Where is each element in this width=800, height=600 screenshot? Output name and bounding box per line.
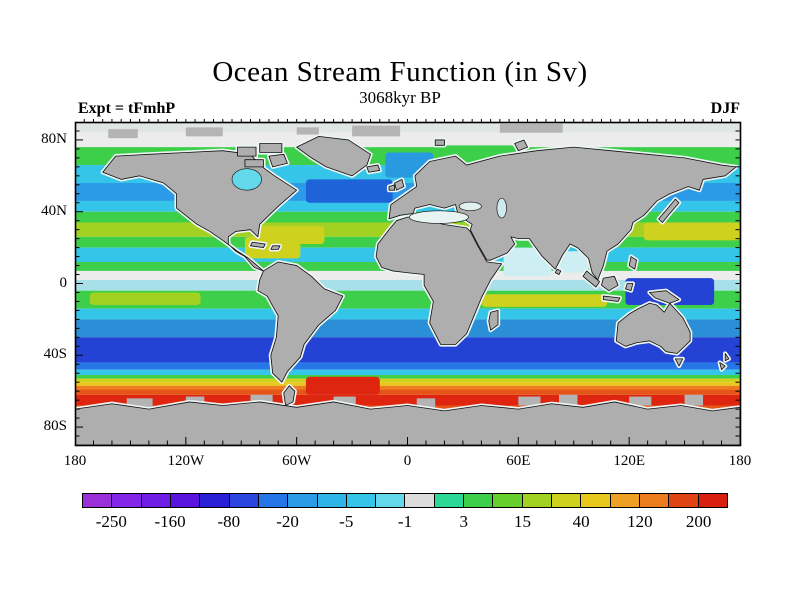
y-axis-tick-label: 80N bbox=[41, 130, 67, 147]
colorbar-label: 15 bbox=[513, 512, 531, 531]
x-axis-tick-label: 120E bbox=[613, 453, 645, 469]
south-indian-countercurrent bbox=[481, 294, 607, 307]
south-pacific-countercurrent bbox=[89, 292, 201, 306]
season-label: DJF bbox=[710, 100, 740, 117]
colorbar-label: 200 bbox=[685, 512, 712, 531]
caspian-sea bbox=[496, 197, 507, 219]
colorbar-cell bbox=[375, 494, 405, 507]
world-map bbox=[75, 122, 740, 445]
colorbar-cell bbox=[521, 494, 551, 507]
colorbar-cell bbox=[83, 494, 112, 507]
colorbar-cell bbox=[697, 494, 727, 507]
colorbar-cell bbox=[257, 494, 288, 507]
ocean-band bbox=[75, 389, 740, 395]
hudson-bay bbox=[231, 168, 262, 191]
x-axis-tick-label: 180 bbox=[728, 453, 752, 469]
x-axis-tick-label: 60E bbox=[506, 453, 531, 469]
x-axis-tick-label: 60W bbox=[282, 453, 312, 469]
colorbar-cell bbox=[345, 494, 376, 507]
y-axis-tick-label: 0 bbox=[59, 274, 68, 291]
colorbar-cell bbox=[433, 494, 464, 507]
ocean-band bbox=[75, 378, 740, 383]
colorbar-cell bbox=[199, 494, 229, 507]
x-axis-tick-label: 120W bbox=[167, 453, 205, 469]
colorbar-cell bbox=[140, 494, 170, 507]
ocean-band bbox=[75, 122, 740, 133]
colorbar-label: 3 bbox=[459, 512, 468, 531]
ocean-band bbox=[75, 362, 740, 370]
ocean-band bbox=[75, 132, 740, 148]
colorbar-label: -5 bbox=[339, 512, 354, 531]
north-atlantic-subpolar-gyre bbox=[305, 179, 393, 203]
colorbar-cell bbox=[316, 494, 346, 507]
colorbar-cell bbox=[111, 494, 141, 507]
colorbar-cell bbox=[463, 494, 493, 507]
colorbar-cell bbox=[580, 494, 610, 507]
experiment-label: Expt = tFmhP bbox=[78, 100, 176, 117]
colorbar-cell bbox=[404, 494, 434, 507]
colorbar-cell bbox=[551, 494, 581, 507]
colorbar-label: -80 bbox=[217, 512, 241, 531]
y-axis-tick-label: 80S bbox=[43, 418, 67, 435]
page-subtitle: 3068kyr BP bbox=[359, 88, 441, 107]
x-axis-tick-label: 0 bbox=[403, 453, 412, 469]
ocean-band bbox=[75, 382, 740, 386]
colorbar-cell bbox=[668, 494, 698, 507]
x-axis-tick-label: 180 bbox=[63, 453, 87, 469]
colorbar-cell bbox=[169, 494, 200, 507]
black-sea bbox=[458, 201, 482, 211]
colorbar-label: -250 bbox=[95, 512, 127, 531]
ocean-band bbox=[75, 369, 740, 376]
mediterranean-sea bbox=[409, 210, 469, 224]
ocean-band bbox=[75, 375, 740, 379]
y-axis-tick-label: 40N bbox=[41, 202, 67, 219]
colorbar-cell bbox=[609, 494, 639, 507]
kuroshio-gyre-core bbox=[643, 222, 740, 241]
colorbar-cell bbox=[492, 494, 522, 507]
colorbar-labels: -250 -160 -80 -20 -5 -1 3 15 40 120 200 bbox=[0, 512, 800, 534]
y-axis-tick-label: 40S bbox=[43, 346, 67, 363]
ocean-band bbox=[75, 385, 740, 390]
colorbar-cell bbox=[287, 494, 317, 507]
stream-function-map bbox=[75, 122, 740, 445]
colorbar-cell bbox=[228, 494, 258, 507]
colorbar-label: -20 bbox=[276, 512, 299, 531]
colorbar-label: -1 bbox=[397, 512, 413, 531]
colorbar-label: 120 bbox=[627, 512, 653, 531]
scotia-sea-acc-core bbox=[305, 376, 380, 395]
colorbar-label: 40 bbox=[572, 512, 590, 531]
page-title: Ocean Stream Function (in Sv) bbox=[212, 56, 588, 88]
colorbar-cell bbox=[638, 494, 669, 507]
colorbar bbox=[82, 493, 728, 508]
colorbar-label: -160 bbox=[154, 512, 186, 531]
